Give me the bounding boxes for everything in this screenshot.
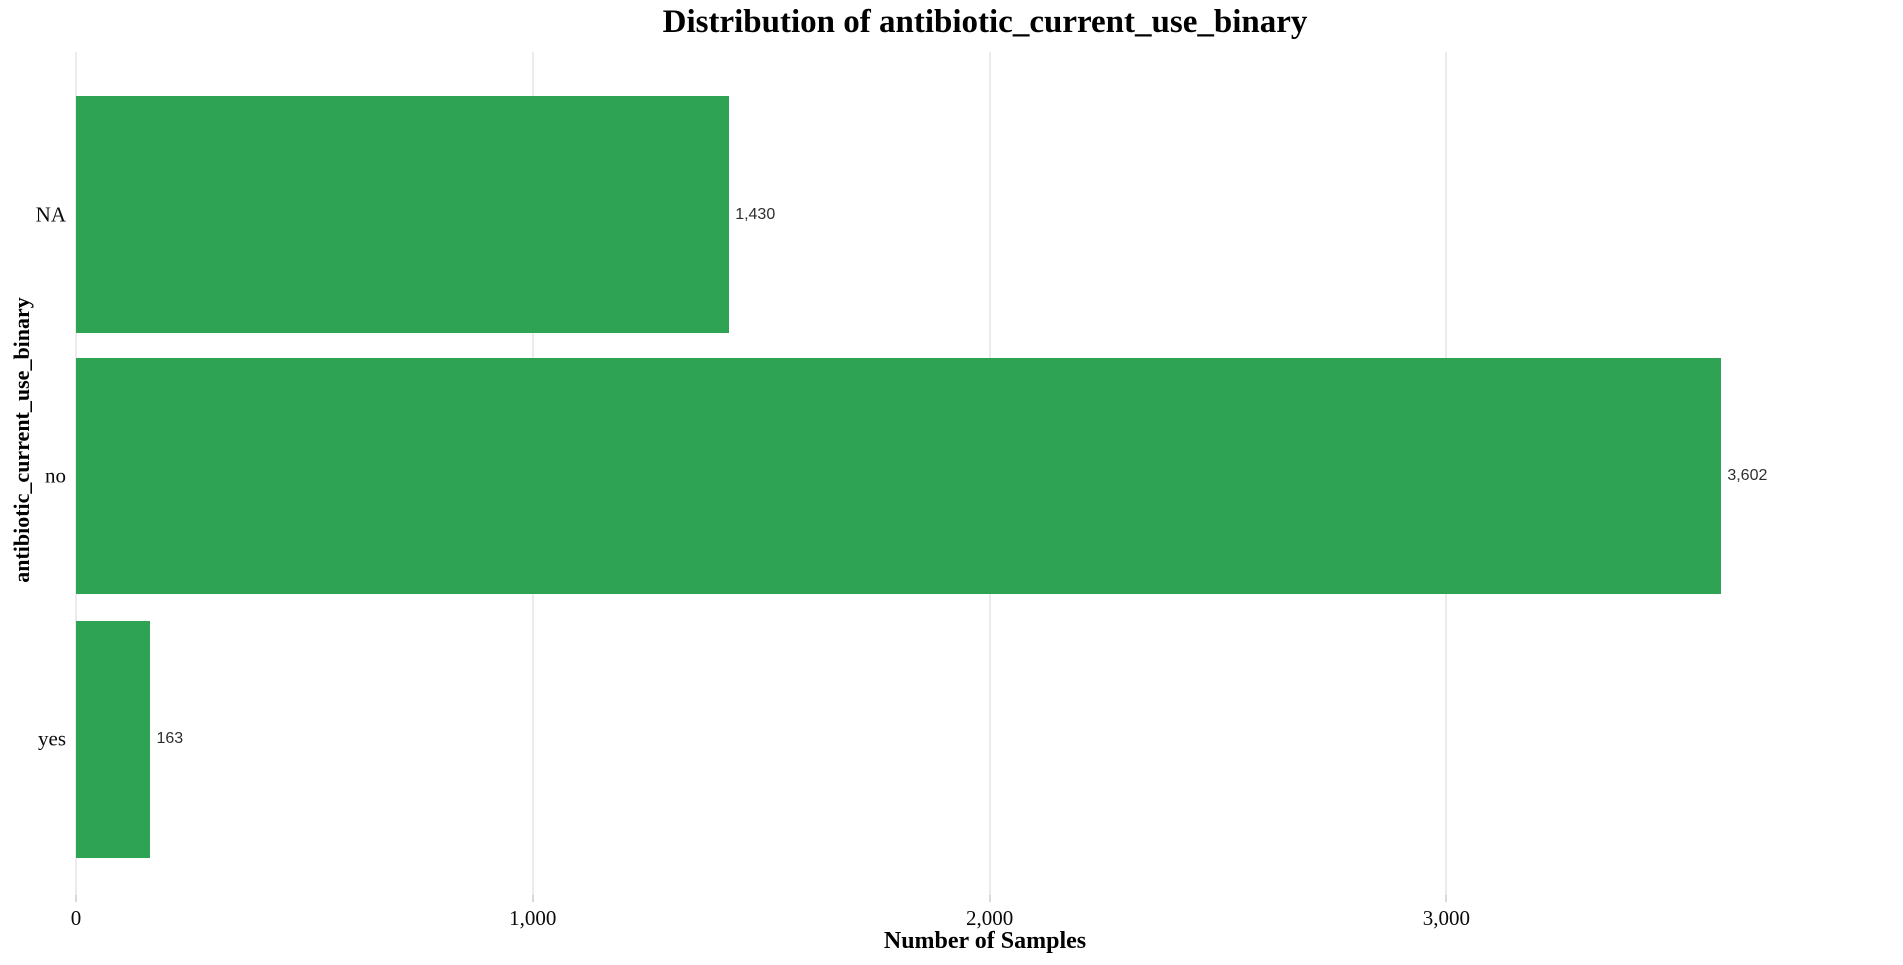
x-tick-label: 3,000 bbox=[1422, 906, 1470, 930]
bar-no bbox=[76, 357, 1722, 595]
x-tick-label: 0 bbox=[70, 906, 82, 930]
bar-yes bbox=[76, 621, 151, 858]
bar-value-label-NA: 1,430 bbox=[735, 205, 776, 223]
y-category-label-yes: yes bbox=[38, 726, 66, 751]
x-tick-mark bbox=[1445, 895, 1448, 902]
x-tick-label: 1,000 bbox=[509, 906, 557, 930]
y-category-label-NA: NA bbox=[35, 202, 66, 227]
bar-row-yes: 163 bbox=[76, 621, 1894, 858]
bar-value-label-yes: 163 bbox=[156, 730, 184, 748]
bar-row-NA: 1,430 bbox=[76, 96, 1894, 333]
x-tick-mark bbox=[531, 895, 534, 902]
plot-area: 1,430 3,602 163 NA no yes 0 1,000 2,000 3,000 bbox=[36, 52, 1894, 930]
chart-title: Distribution of antibiotic_current_use_b… bbox=[662, 4, 1308, 40]
bar-row-no: 3,602 bbox=[76, 357, 1894, 595]
x-tick-label: 2,000 bbox=[965, 906, 1014, 930]
x-tick-mark bbox=[988, 895, 991, 902]
x-tick-mark bbox=[75, 895, 77, 902]
bar-value-label-no: 3,602 bbox=[1727, 467, 1768, 485]
x-axis-title: Number of Samples bbox=[883, 928, 1087, 954]
y-category-label-no: no bbox=[45, 463, 66, 488]
y-axis-title: antibiotic_current_use_binary bbox=[9, 297, 34, 583]
bar-NA bbox=[76, 96, 730, 333]
